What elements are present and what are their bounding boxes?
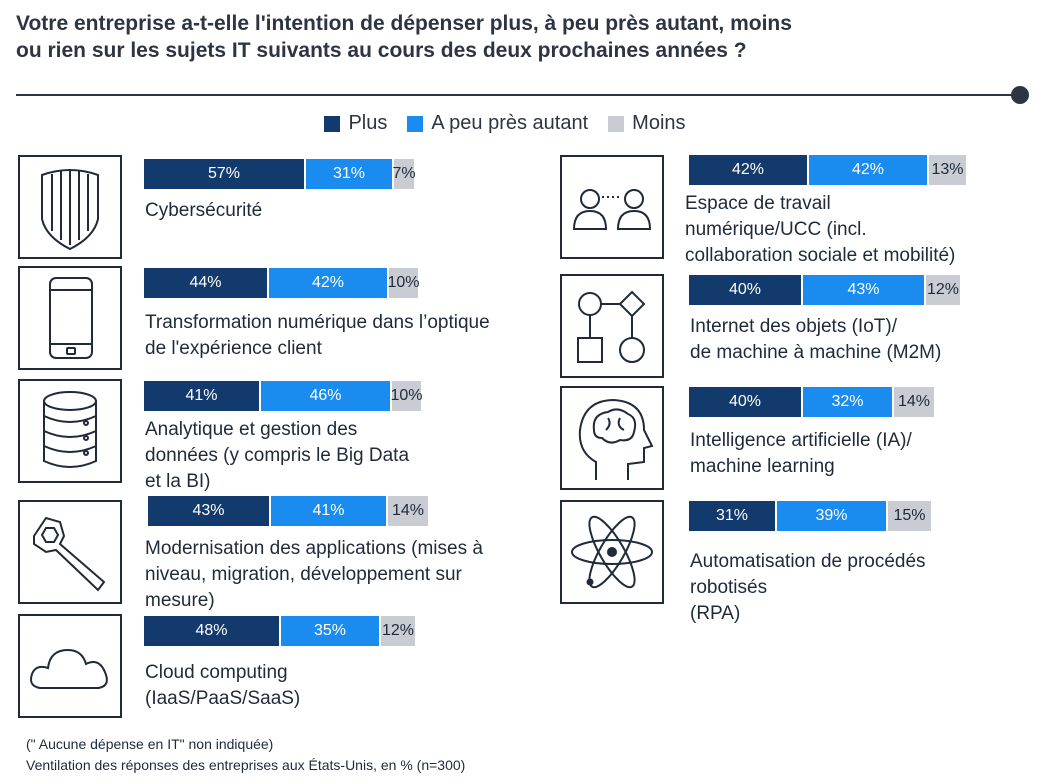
divider-end-dot bbox=[1011, 86, 1029, 104]
bar-segment-autant: 41% bbox=[271, 496, 388, 526]
bar-segment-plus: 31% bbox=[689, 501, 777, 531]
smartphone-icon bbox=[18, 266, 122, 370]
bar-segment-moins: 10% bbox=[390, 381, 423, 411]
bar-segment-moins: 13% bbox=[929, 155, 966, 185]
bar-segment-autant: 42% bbox=[269, 268, 389, 298]
bar-segment-moins: 7% bbox=[392, 159, 416, 189]
bar-analytique: 41% 46% 10% bbox=[144, 381, 423, 411]
bar-segment-moins: 14% bbox=[894, 387, 934, 417]
category-label-espace-travail: Espace de travail numérique/UCC (incl. c… bbox=[685, 193, 956, 266]
legend-item-plus: Plus bbox=[324, 112, 387, 135]
atom-icon bbox=[560, 500, 664, 604]
wrench-icon bbox=[18, 500, 122, 604]
bar-segment-plus: 42% bbox=[689, 155, 809, 185]
bar-segment-plus: 43% bbox=[148, 496, 271, 526]
bar-segment-moins: 12% bbox=[926, 275, 960, 305]
footnote-source: Ventilation des réponses des entreprises… bbox=[26, 757, 466, 773]
legend-item-moins: Moins bbox=[608, 112, 686, 135]
bar-segment-plus: 48% bbox=[144, 616, 281, 646]
bar-segment-autant: 39% bbox=[777, 501, 888, 531]
bar-cybersecurite: 57% 31% 7% bbox=[144, 159, 416, 189]
bar-segment-autant: 31% bbox=[306, 159, 394, 189]
bar-modernisation: 43% 41% 14% bbox=[148, 496, 428, 526]
bar-segment-plus: 40% bbox=[689, 275, 803, 305]
category-label-analytique: Analytique et gestion des données (y com… bbox=[145, 419, 410, 492]
brain-head-icon bbox=[560, 386, 664, 490]
legend-item-autant: A peu près autant bbox=[407, 112, 588, 135]
bar-segment-autant: 35% bbox=[281, 616, 381, 646]
bar-segment-autant: 43% bbox=[803, 275, 926, 305]
category-label-modernisation: Modernisation des applications (mises à … bbox=[145, 538, 483, 611]
bar-iot: 40% 43% 12% bbox=[689, 275, 960, 305]
bar-segment-moins: 10% bbox=[387, 268, 420, 298]
bar-ia: 40% 32% 14% bbox=[689, 387, 934, 417]
bar-segment-plus: 44% bbox=[144, 268, 269, 298]
bar-segment-autant: 46% bbox=[261, 381, 392, 411]
footnote-no-spending: (" Aucune dépense en IT" non indiquée) bbox=[26, 736, 274, 752]
people-icon bbox=[560, 155, 664, 259]
bar-segment-autant: 42% bbox=[809, 155, 929, 185]
legend-label-autant: A peu près autant bbox=[431, 112, 589, 134]
bar-rpa: 31% 39% 15% bbox=[689, 501, 931, 531]
title-divider bbox=[16, 94, 1020, 96]
bar-segment-moins: 12% bbox=[381, 616, 415, 646]
legend-swatch-plus bbox=[324, 115, 341, 132]
category-label-ia: Intelligence artificielle (IA)/ machine … bbox=[690, 430, 912, 477]
bar-segment-autant: 32% bbox=[803, 387, 894, 417]
legend-label-moins: Moins bbox=[632, 112, 686, 134]
bar-segment-plus: 41% bbox=[144, 381, 261, 411]
bar-transformation-numerique: 44% 42% 10% bbox=[144, 268, 420, 298]
chart-title: Votre entreprise a-t-elle l'intention de… bbox=[16, 12, 792, 62]
category-label-transformation-numerique: Transformation numérique dans l’optique … bbox=[145, 312, 490, 359]
legend-label-plus: Plus bbox=[348, 112, 388, 134]
bar-segment-moins: 14% bbox=[388, 496, 428, 526]
database-icon bbox=[18, 379, 122, 483]
bar-segment-moins: 15% bbox=[888, 501, 931, 531]
category-label-cybersecurite: Cybersécurité bbox=[145, 200, 263, 221]
shield-icon bbox=[18, 155, 122, 259]
flowchart-icon bbox=[560, 274, 664, 378]
category-label-iot: Internet des objets (IoT)/ de machine à … bbox=[690, 316, 942, 363]
category-label-rpa: Automatisation de procédés robotisés (RP… bbox=[690, 551, 926, 624]
bar-segment-plus: 57% bbox=[144, 159, 306, 189]
legend-swatch-autant bbox=[407, 115, 424, 132]
bar-cloud: 48% 35% 12% bbox=[144, 616, 415, 646]
bar-segment-plus: 40% bbox=[689, 387, 803, 417]
cloud-icon bbox=[18, 614, 122, 718]
category-label-cloud: Cloud computing (IaaS/PaaS/SaaS) bbox=[145, 662, 301, 709]
legend-swatch-moins bbox=[608, 115, 625, 132]
bar-espace-travail: 42% 42% 13% bbox=[689, 155, 966, 185]
legend: Plus A peu près autant Moins bbox=[0, 112, 1010, 135]
